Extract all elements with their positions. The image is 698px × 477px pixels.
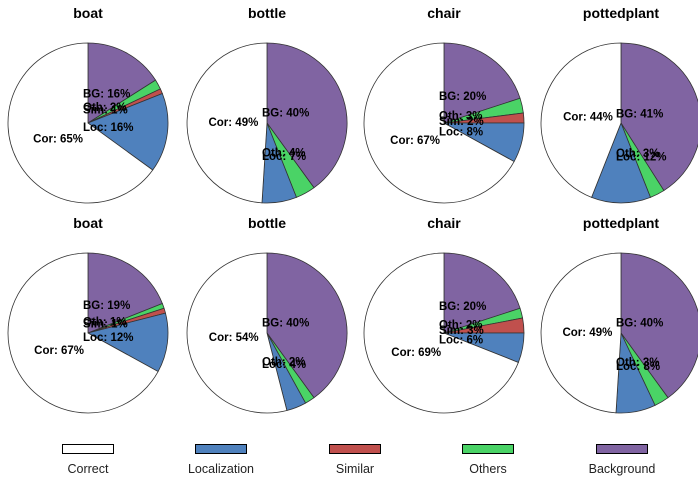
legend-label-others: Others bbox=[469, 462, 507, 476]
slice-label-similar: Sim: 1% bbox=[83, 319, 128, 331]
slice-label-localization: Loc: 7% bbox=[262, 151, 306, 163]
slice-label-background: BG: 20% bbox=[439, 301, 486, 313]
slice-label-others: Oth: 3% bbox=[616, 357, 659, 369]
pie-title: chair bbox=[427, 215, 461, 231]
slice-background bbox=[266, 252, 348, 399]
legend-swatch-localization bbox=[195, 444, 247, 454]
slice-background bbox=[443, 252, 521, 334]
pie-4-pottedplant: pottedplant BG: 41% Oth: 3%Loc: 12% Cor: 44… bbox=[540, 5, 698, 204]
slice-label-others: Oth: 3% bbox=[616, 148, 659, 160]
pie-title: bottle bbox=[248, 215, 286, 231]
slice-label-background: BG: 41% bbox=[616, 109, 663, 121]
slice-label-correct: Cor: 69% bbox=[391, 347, 441, 359]
slice-correct bbox=[7, 252, 159, 414]
pie-2-bottle: bottle BG: 40% Oth: 4%Loc: 7% Cor: 49% bbox=[186, 5, 348, 204]
slice-label-correct: Cor: 67% bbox=[390, 135, 440, 147]
slice-label-others: Oth: 2% bbox=[439, 320, 482, 332]
slice-label-others: Oth: 3% bbox=[439, 111, 482, 123]
pie-title: pottedplant bbox=[583, 215, 660, 231]
legend-label-similar: Similar bbox=[335, 462, 375, 476]
slice-label-background: BG: 40% bbox=[616, 318, 663, 330]
legend-swatch-background bbox=[596, 444, 648, 454]
legend-label-background: Background bbox=[588, 462, 656, 476]
slice-background bbox=[620, 252, 698, 399]
slice-localization bbox=[87, 93, 169, 171]
slice-label-similar: Sim: 2% bbox=[439, 116, 484, 128]
slice-label-localization: Loc: 16% bbox=[83, 122, 134, 134]
slice-correct bbox=[540, 252, 622, 414]
slice-label-others: Oth: 4% bbox=[262, 147, 305, 159]
slice-label-correct: Cor: 65% bbox=[33, 133, 83, 145]
legend-item-others: Others bbox=[428, 440, 548, 476]
slice-label-similar: Sim: 3% bbox=[439, 325, 484, 337]
slice-label-localization: Loc: 12% bbox=[616, 152, 667, 164]
slice-label-background: BG: 16% bbox=[83, 89, 130, 101]
slice-label-background: BG: 40% bbox=[262, 318, 309, 330]
slice-label-correct: Cor: 67% bbox=[34, 345, 84, 357]
slice-correct bbox=[186, 42, 268, 204]
slice-label-correct: Cor: 49% bbox=[208, 117, 258, 129]
slice-correct bbox=[363, 42, 515, 204]
slice-label-localization: Loc: 8% bbox=[616, 361, 660, 373]
pie-title: chair bbox=[427, 5, 461, 21]
slice-background bbox=[87, 42, 157, 124]
slice-label-localization: Loc: 6% bbox=[439, 334, 483, 346]
slice-label-background: BG: 19% bbox=[83, 300, 130, 312]
slice-background bbox=[87, 252, 163, 334]
slice-label-background: BG: 40% bbox=[262, 108, 309, 120]
slice-background bbox=[443, 42, 521, 124]
slice-label-localization: Loc: 4% bbox=[262, 359, 306, 371]
legend-item-similar: Similar bbox=[295, 440, 415, 476]
slice-label-others: Oth: 2% bbox=[83, 102, 126, 114]
slice-label-correct: Cor: 44% bbox=[563, 112, 613, 124]
legend-label-localization: Localization bbox=[187, 462, 254, 476]
legend-swatch-correct bbox=[62, 444, 114, 454]
slice-label-others: Oth: 2% bbox=[262, 356, 305, 368]
pie-title: boat bbox=[73, 215, 103, 231]
pie-6-bottle: bottle BG: 40% Oth: 2%Loc: 4% Cor: 54% bbox=[186, 215, 348, 414]
slice-label-localization: Loc: 12% bbox=[83, 332, 134, 344]
legend-item-localization: Localization bbox=[161, 440, 281, 476]
slice-label-correct: Cor: 49% bbox=[562, 327, 612, 339]
slice-label-correct: Cor: 54% bbox=[209, 332, 259, 344]
legend-swatch-others bbox=[462, 444, 514, 454]
pie-1-boat: boat BG: 16%Oth: 2%Sim: 1% Loc: 16%Cor: 65… bbox=[7, 5, 169, 204]
slice-correct bbox=[186, 252, 288, 414]
slice-localization bbox=[591, 121, 651, 204]
slice-correct bbox=[540, 42, 622, 198]
slice-label-similar: Sim: 1% bbox=[83, 105, 128, 117]
pie-8-pottedplant: pottedplant BG: 40% Oth: 3%Loc: 8% Cor: 49% bbox=[540, 215, 698, 414]
legend-swatch-similar bbox=[329, 444, 381, 454]
slice-correct bbox=[363, 252, 519, 414]
slice-background bbox=[266, 42, 348, 189]
legend-label-correct: Correct bbox=[67, 462, 109, 476]
pie-title: bottle bbox=[248, 5, 286, 21]
pie-title: boat bbox=[73, 5, 103, 21]
legend-item-background: Background bbox=[562, 440, 682, 476]
slice-label-localization: Loc: 8% bbox=[439, 126, 483, 138]
slice-label-background: BG: 20% bbox=[439, 91, 486, 103]
slice-correct bbox=[7, 42, 154, 204]
slice-localization bbox=[86, 312, 169, 373]
legend: Correct Localization Similar Others Back… bbox=[0, 440, 698, 477]
pie-title: pottedplant bbox=[583, 5, 660, 21]
pie-5-boat: boat BG: 19% Oth: 1%Sim: 1%Loc: 12%Cor: 67… bbox=[7, 215, 169, 414]
slice-label-others: Oth: 1% bbox=[83, 317, 126, 329]
pie-7-chair: chair BG: 20% Oth: 2%Sim: 3%Loc: 6%Cor: 69… bbox=[363, 215, 525, 414]
pie-3-chair: chair BG: 20% Oth: 3%Sim: 2%Loc: 8%Cor: 67… bbox=[363, 5, 525, 204]
legend-item-correct: Correct bbox=[28, 440, 148, 476]
